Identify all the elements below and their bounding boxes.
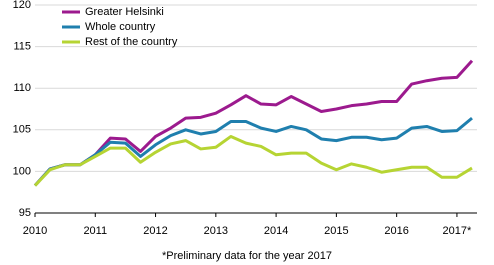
y-tick-label: 100 xyxy=(13,165,31,177)
legend-label: Rest of the country xyxy=(85,36,178,48)
y-tick-label: 110 xyxy=(13,82,31,94)
legend-label: Whole country xyxy=(85,21,156,33)
x-tick-label: 2015 xyxy=(324,225,348,237)
x-tick-label: 2010 xyxy=(23,225,47,237)
y-tick-label: 95 xyxy=(19,207,31,219)
y-tick-label: 115 xyxy=(13,41,31,53)
x-tick-label: 2011 xyxy=(83,225,107,237)
x-tick-label: 2012 xyxy=(143,225,167,237)
series-line xyxy=(33,134,473,187)
series-line xyxy=(33,59,474,187)
footnote: *Preliminary data for the year 2017 xyxy=(162,250,332,262)
legend-label: Greater Helsinki xyxy=(85,6,164,18)
x-tick-label: 2016 xyxy=(384,225,408,237)
x-tick-label: 2013 xyxy=(204,225,228,237)
y-tick-label: 120 xyxy=(13,0,31,11)
x-tick-label: 2014 xyxy=(264,225,288,237)
y-tick-label: 105 xyxy=(13,124,31,136)
series-line xyxy=(33,116,473,187)
x-tick-label: 2017* xyxy=(443,225,472,237)
